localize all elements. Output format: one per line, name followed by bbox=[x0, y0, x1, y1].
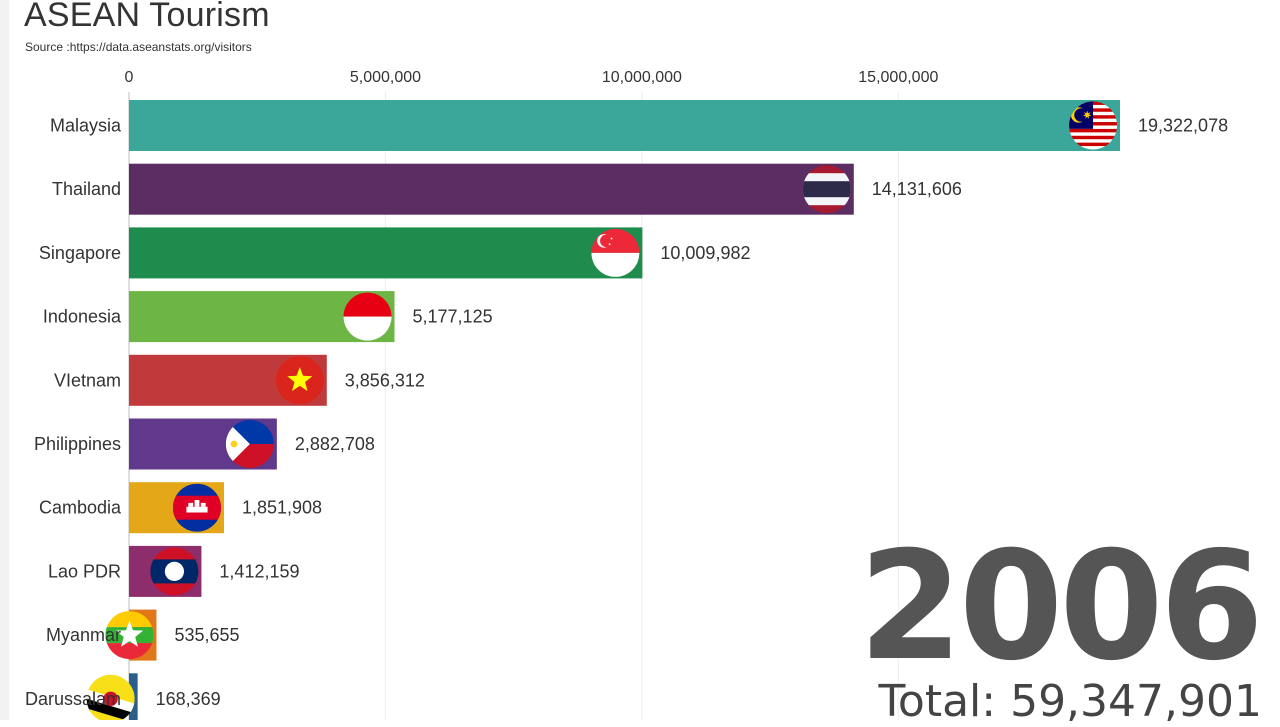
philippines-flag-icon bbox=[225, 420, 274, 468]
category-label: Darussalam bbox=[25, 689, 121, 709]
category-label: Singapore bbox=[39, 243, 121, 263]
value-label: 2,882,708 bbox=[295, 434, 375, 454]
value-label: 535,655 bbox=[174, 625, 239, 645]
value-label: 5,177,125 bbox=[413, 307, 493, 327]
vietnam-flag-icon bbox=[275, 356, 324, 405]
category-label: Lao PDR bbox=[48, 561, 121, 581]
value-label: 168,369 bbox=[156, 689, 221, 709]
value-label: 1,851,908 bbox=[242, 498, 322, 518]
labels-layer: 0 5,000,000 10,000,000 15,000,000 Malaysia 19… bbox=[25, 69, 1228, 709]
bar-singapore bbox=[129, 227, 643, 279]
chart-source: Source :https://data.aseanstats.org/visi… bbox=[25, 40, 252, 54]
x-tick-label: 15,000,000 bbox=[858, 69, 938, 86]
category-label: Thailand bbox=[52, 179, 121, 199]
category-label: Malaysia bbox=[50, 116, 122, 136]
value-label: 14,131,606 bbox=[872, 179, 962, 199]
value-label: 3,856,312 bbox=[345, 370, 425, 390]
value-label: 19,322,078 bbox=[1138, 116, 1228, 136]
x-tick-label: 0 bbox=[125, 69, 134, 86]
myanmar-flag-icon bbox=[105, 611, 154, 660]
category-label: Philippines bbox=[34, 434, 121, 454]
laos-flag-icon bbox=[150, 547, 199, 596]
brunei-flag-icon bbox=[86, 674, 135, 720]
category-label: Indonesia bbox=[43, 307, 122, 327]
indonesia-flag-icon bbox=[343, 292, 392, 341]
value-label: 1,412,159 bbox=[219, 561, 299, 581]
thailand-flag-icon bbox=[802, 165, 851, 214]
x-tick-label: 5,000,000 bbox=[350, 69, 421, 86]
bar-malaysia bbox=[129, 100, 1120, 151]
chart-title: ASEAN Tourism bbox=[24, 0, 270, 34]
x-tick-label: 10,000,000 bbox=[602, 69, 682, 86]
year-label: 2006 bbox=[858, 520, 1264, 694]
category-label: Cambodia bbox=[39, 498, 122, 518]
left-edge-strip bbox=[0, 0, 9, 720]
singapore-flag-icon bbox=[591, 228, 640, 277]
cambodia-flag-icon bbox=[172, 483, 221, 532]
bar-thailand bbox=[129, 163, 854, 215]
category-label: Myanmar bbox=[46, 625, 121, 645]
category-label: VIetnam bbox=[54, 370, 121, 390]
bars-layer bbox=[86, 100, 1120, 720]
malaysia-flag-icon bbox=[1069, 101, 1117, 150]
total-label: Total: 59,347,901 bbox=[878, 676, 1263, 727]
value-label: 10,009,982 bbox=[660, 243, 750, 263]
